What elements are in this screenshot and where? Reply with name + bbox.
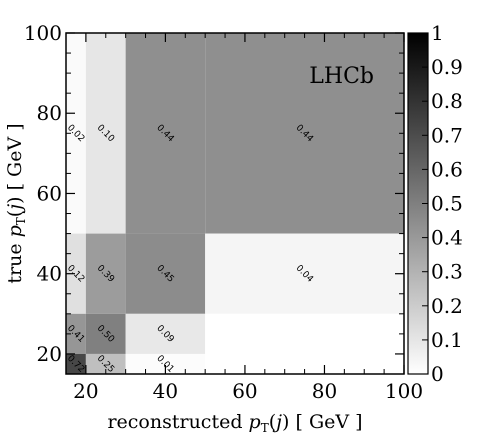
colorbar-tick-label-4: 0.4	[431, 226, 463, 250]
heatmap-cell-2-2	[125, 233, 206, 314]
y-axis-ticks: 20 40 60 80 100	[24, 21, 404, 366]
y-axis-label-j: j	[4, 204, 26, 214]
y-tick-label-0: 20	[37, 342, 62, 366]
colorbar-tick-label-5: 0.5	[431, 192, 463, 216]
heatmap-cell-1-1	[85, 313, 126, 354]
heatmap-cell-0-0	[66, 353, 86, 374]
colorbar-tick-label-3: 0.3	[431, 260, 463, 284]
heatmap-cell-1-3	[85, 33, 126, 234]
colorbar-tick-label-2: 0.2	[431, 294, 463, 318]
colorbar-tick-label-6: 0.6	[431, 157, 463, 181]
y-axis-label-arg: (	[4, 210, 26, 217]
x-tick-label-2: 60	[232, 379, 257, 403]
x-tick-label-1: 40	[153, 379, 178, 403]
colorbar-ticks: 0 0.1 0.2 0.3 0.4 0.5 0.6 0.7 0.8 0.9 1	[422, 21, 463, 386]
heatmap-cell-1-0	[85, 353, 126, 374]
heatmap-cell-3-2	[205, 233, 404, 314]
y-axis-label-unit: ) [ GeV ]	[4, 123, 26, 204]
colorbar-tick-label-8: 0.8	[431, 89, 463, 113]
y-axis-label-prefix: true	[4, 237, 26, 283]
colorbar-tick-label-7: 0.7	[431, 123, 463, 147]
y-axis-label-p: p	[4, 225, 26, 237]
y-axis-label-subscript: T	[14, 217, 28, 225]
x-tick-label-4: 100	[385, 379, 423, 403]
y-tick-label-1: 40	[37, 262, 62, 286]
x-tick-label-3: 80	[312, 379, 337, 403]
y-tick-label-3: 80	[37, 101, 62, 125]
plot-frame	[65, 32, 405, 375]
y-axis-label: true pT(j) [ GeV ]	[4, 123, 28, 283]
y-tick-label-4: 100	[24, 21, 62, 45]
heatmap-cell-0-1	[66, 313, 86, 354]
heatmap-cell-0-3	[66, 33, 86, 234]
x-axis-label-subscript: T	[261, 421, 269, 435]
colorbar-tick-label-10: 1	[431, 21, 444, 45]
x-tick-label-0: 20	[73, 379, 98, 403]
x-axis-label: reconstructed pT(j) [ GeV ]	[107, 411, 362, 435]
x-axis-label-p: p	[249, 411, 261, 433]
colorbar-tick-label-0: 0	[431, 362, 444, 386]
heatmap-cell-2-0	[125, 353, 206, 374]
colorbar-tick-label-1: 0.1	[431, 328, 463, 352]
heatmap-cell-2-3	[125, 33, 206, 234]
heatmap-cell-3-3	[205, 33, 404, 234]
x-axis-label-unit: ) [ GeV ]	[282, 411, 363, 433]
x-axis-label-prefix: reconstructed	[107, 411, 248, 433]
x-axis-ticks: 20 40 60 80 100	[73, 33, 423, 403]
heatmap-cell-3-1	[205, 313, 404, 354]
x-axis-label-arg: (	[269, 411, 276, 433]
x-axis-label-j: j	[272, 411, 282, 433]
lhcb-annotation: LHCb	[309, 64, 374, 89]
heatmap-cell-2-1	[125, 313, 206, 354]
y-tick-label-2: 60	[37, 181, 62, 205]
heatmap-cell-1-2	[85, 233, 126, 314]
colorbar-tick-label-9: 0.9	[431, 55, 463, 79]
heatmap-cell-3-0	[205, 353, 404, 374]
